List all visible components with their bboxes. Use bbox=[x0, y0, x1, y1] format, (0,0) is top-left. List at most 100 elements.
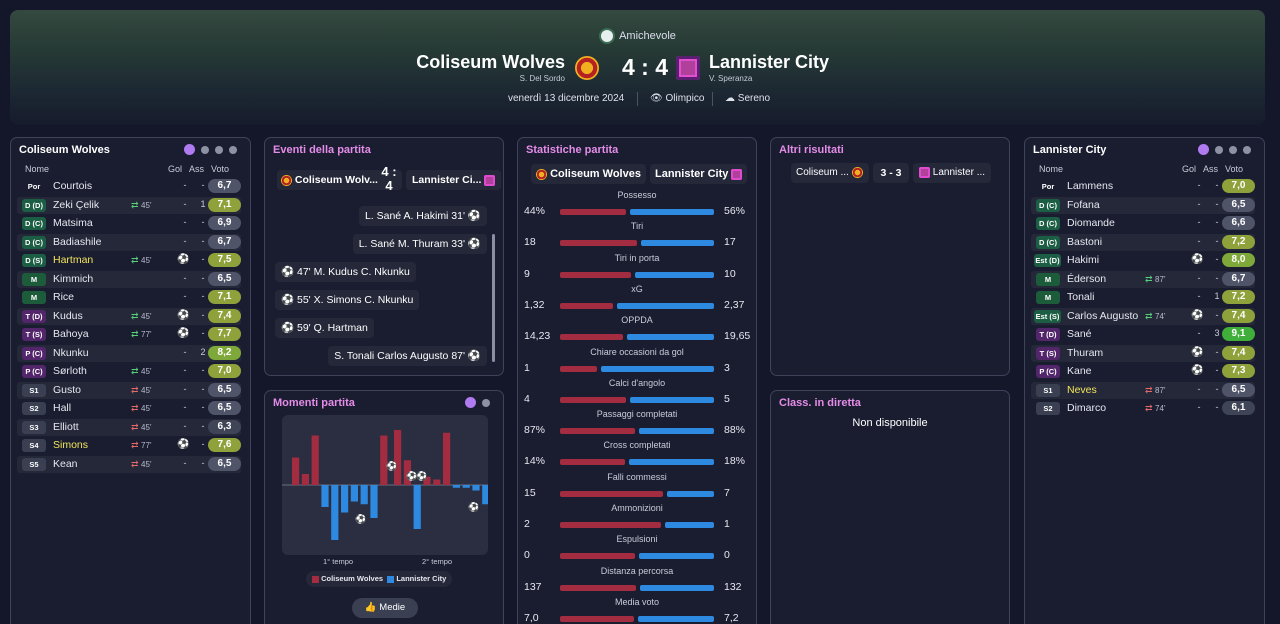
player-name[interactable]: Elliott bbox=[53, 420, 79, 433]
events-scrollbar[interactable] bbox=[492, 234, 495, 362]
page-dots[interactable] bbox=[184, 144, 237, 155]
player-name[interactable]: Badiashile bbox=[53, 235, 102, 248]
player-row[interactable]: S3 Elliott ⇄ 45' - -6,3 bbox=[17, 418, 241, 436]
competition-icon bbox=[599, 28, 616, 44]
player-name[interactable]: Zeki Çelik bbox=[53, 198, 100, 211]
player-name[interactable]: Matsima bbox=[53, 217, 93, 229]
stats-away-team[interactable]: Lannister City bbox=[650, 164, 748, 184]
cloud-icon: ☁ bbox=[725, 93, 735, 104]
player-row[interactable]: S5 Kean ⇄ 45' - -6,5 bbox=[17, 455, 241, 473]
page-dot[interactable] bbox=[1243, 145, 1251, 154]
col-assists[interactable]: Ass bbox=[1203, 164, 1219, 174]
player-row[interactable]: P (C) Kane ⚽ -7,3 bbox=[1031, 363, 1255, 380]
page-dots[interactable] bbox=[1198, 144, 1251, 155]
col-assists[interactable]: Ass bbox=[189, 164, 205, 174]
player-row[interactable]: M Rice - -7,1 bbox=[17, 289, 241, 306]
event-item[interactable]: ⚽ 55' X. Simons C. Nkunku bbox=[275, 290, 420, 310]
player-name[interactable]: Simons bbox=[53, 439, 89, 451]
player-row[interactable]: Por Lammens - -7,0 bbox=[1031, 178, 1255, 195]
player-row[interactable]: S2 Hall ⇄ 45' - -6,5 bbox=[17, 400, 241, 417]
player-name[interactable]: Lammens bbox=[1067, 180, 1114, 192]
player-name[interactable]: Tonali bbox=[1067, 291, 1095, 303]
player-row[interactable]: P (C) Nkunku - 2 8,2 bbox=[17, 344, 241, 362]
player-row[interactable]: T (S) Bahoya ⇄ 77' ⚽ -7,7 bbox=[17, 326, 241, 343]
page-dot[interactable] bbox=[201, 145, 209, 154]
player-name[interactable]: Fofana bbox=[1067, 198, 1100, 211]
events-away-team[interactable]: Lannister Ci... bbox=[406, 170, 501, 190]
player-row[interactable]: T (S) Thuram ⚽ -7,4 bbox=[1031, 344, 1255, 362]
player-name[interactable]: Éderson bbox=[1067, 272, 1107, 285]
col-goals[interactable]: Gol bbox=[168, 164, 183, 174]
player-row[interactable]: D (C) Diomande - -6,6 bbox=[1031, 215, 1255, 232]
page-dots[interactable] bbox=[465, 397, 490, 408]
player-name[interactable]: Sané bbox=[1067, 328, 1092, 340]
player-name[interactable]: Kudus bbox=[53, 309, 83, 322]
player-row[interactable]: D (C) Fofana - -6,5 bbox=[1031, 196, 1255, 214]
col-goals[interactable]: Gol bbox=[1182, 164, 1197, 174]
player-row[interactable]: M Tonali - 1 7,2 bbox=[1031, 289, 1255, 306]
page-dot[interactable] bbox=[184, 144, 195, 155]
event-item[interactable]: L. Sané M. Thuram 33' ⚽ bbox=[352, 234, 487, 254]
page-dot[interactable] bbox=[465, 397, 476, 408]
player-row[interactable]: D (C) Badiashile - -6,7 bbox=[17, 233, 241, 251]
event-item[interactable]: L. Sané A. Hakimi 31' ⚽ bbox=[358, 206, 487, 226]
position-badge: T (S) bbox=[22, 328, 46, 341]
player-name[interactable]: Hartman bbox=[53, 254, 94, 266]
player-row[interactable]: T (D) Sané - 3 9,1 bbox=[1031, 326, 1255, 343]
event-item[interactable]: ⚽ 59' Q. Hartman bbox=[275, 318, 374, 338]
player-name[interactable]: Gusto bbox=[53, 383, 82, 396]
player-row[interactable]: S4 Simons ⇄ 77' ⚽ -7,6 bbox=[17, 437, 241, 454]
player-row[interactable]: T (D) Kudus ⇄ 45' ⚽ -7,4 bbox=[17, 307, 241, 325]
averages-button[interactable]: 👍 Medie bbox=[352, 598, 418, 618]
col-rating[interactable]: Voto bbox=[211, 164, 230, 174]
page-dot[interactable] bbox=[482, 398, 490, 407]
player-row[interactable]: D (C) Matsima - -6,9 bbox=[17, 215, 241, 232]
page-dot[interactable] bbox=[229, 145, 237, 154]
other-home-team[interactable]: Coliseum ... bbox=[791, 163, 869, 183]
player-name[interactable]: Bahoya bbox=[53, 328, 89, 340]
player-name[interactable]: Nkunku bbox=[53, 346, 89, 359]
player-row[interactable]: M Kimmich - -6,5 bbox=[17, 270, 241, 288]
player-row[interactable]: Est (S) Carlos Augusto ⇄ 74' ⚽ -7,4 bbox=[1031, 307, 1255, 325]
player-name[interactable]: Courtois bbox=[53, 180, 93, 192]
player-name[interactable]: Carlos Augusto bbox=[1067, 309, 1139, 322]
player-row[interactable]: S1 Neves ⇄ 87' - -6,5 bbox=[1031, 381, 1255, 399]
player-row[interactable]: S1 Gusto ⇄ 45' - -6,5 bbox=[17, 381, 241, 399]
away-team-name[interactable]: Lannister City bbox=[709, 52, 830, 72]
player-name[interactable]: Diomande bbox=[1067, 217, 1115, 229]
player-row[interactable]: D (S) Hartman ⇄ 45' ⚽ -7,5 bbox=[17, 252, 241, 269]
player-name[interactable]: Rice bbox=[53, 291, 75, 303]
page-dot[interactable] bbox=[1198, 144, 1209, 155]
player-row[interactable]: S2 Dimarco ⇄ 74' - -6,1 bbox=[1031, 400, 1255, 417]
col-name[interactable]: Nome bbox=[1039, 164, 1064, 174]
goals-value: - bbox=[183, 365, 187, 375]
other-away-team[interactable]: Lannister ... bbox=[913, 163, 991, 183]
player-row[interactable]: P (C) Sørloth ⇄ 45' - -7,0 bbox=[17, 363, 241, 380]
events-home-team[interactable]: Coliseum Wolv... bbox=[277, 170, 402, 190]
player-name[interactable]: Bastoni bbox=[1067, 235, 1103, 248]
event-item[interactable]: ⚽ 47' M. Kudus C. Nkunku bbox=[275, 262, 416, 282]
player-row[interactable]: M Éderson ⇄ 87' - -6,7 bbox=[1031, 270, 1255, 288]
page-dot[interactable] bbox=[215, 145, 223, 154]
player-name[interactable]: Sørloth bbox=[53, 365, 87, 377]
event-item[interactable]: S. Tonali Carlos Augusto 87' ⚽ bbox=[328, 346, 487, 366]
player-name[interactable]: Dimarco bbox=[1067, 402, 1107, 414]
player-name[interactable]: Kean bbox=[53, 457, 78, 470]
home-team-name[interactable]: Coliseum Wolves bbox=[416, 52, 565, 72]
player-name[interactable]: Thuram bbox=[1067, 346, 1104, 359]
player-name[interactable]: Hakimi bbox=[1067, 254, 1100, 266]
player-row[interactable]: D (C) Bastoni - -7,2 bbox=[1031, 233, 1255, 251]
player-row[interactable]: Est (D) Hakimi ⚽ -8,0 bbox=[1031, 252, 1255, 269]
player-name[interactable]: Neves bbox=[1067, 383, 1097, 396]
col-rating[interactable]: Voto bbox=[1225, 164, 1244, 174]
stats-home-team[interactable]: Coliseum Wolves bbox=[531, 164, 646, 184]
stat-home-value: 137 bbox=[524, 580, 542, 593]
player-name[interactable]: Hall bbox=[53, 402, 72, 414]
player-row[interactable]: D (D) Zeki Çelik ⇄ 45' - 1 7,1 bbox=[17, 196, 241, 214]
player-name[interactable]: Kane bbox=[1067, 365, 1092, 377]
player-row[interactable]: Por Courtois - -6,7 bbox=[17, 178, 241, 195]
page-dot[interactable] bbox=[1229, 145, 1237, 154]
player-name[interactable]: Kimmich bbox=[53, 272, 94, 285]
page-dot[interactable] bbox=[1215, 145, 1223, 154]
col-name[interactable]: Nome bbox=[25, 164, 50, 174]
